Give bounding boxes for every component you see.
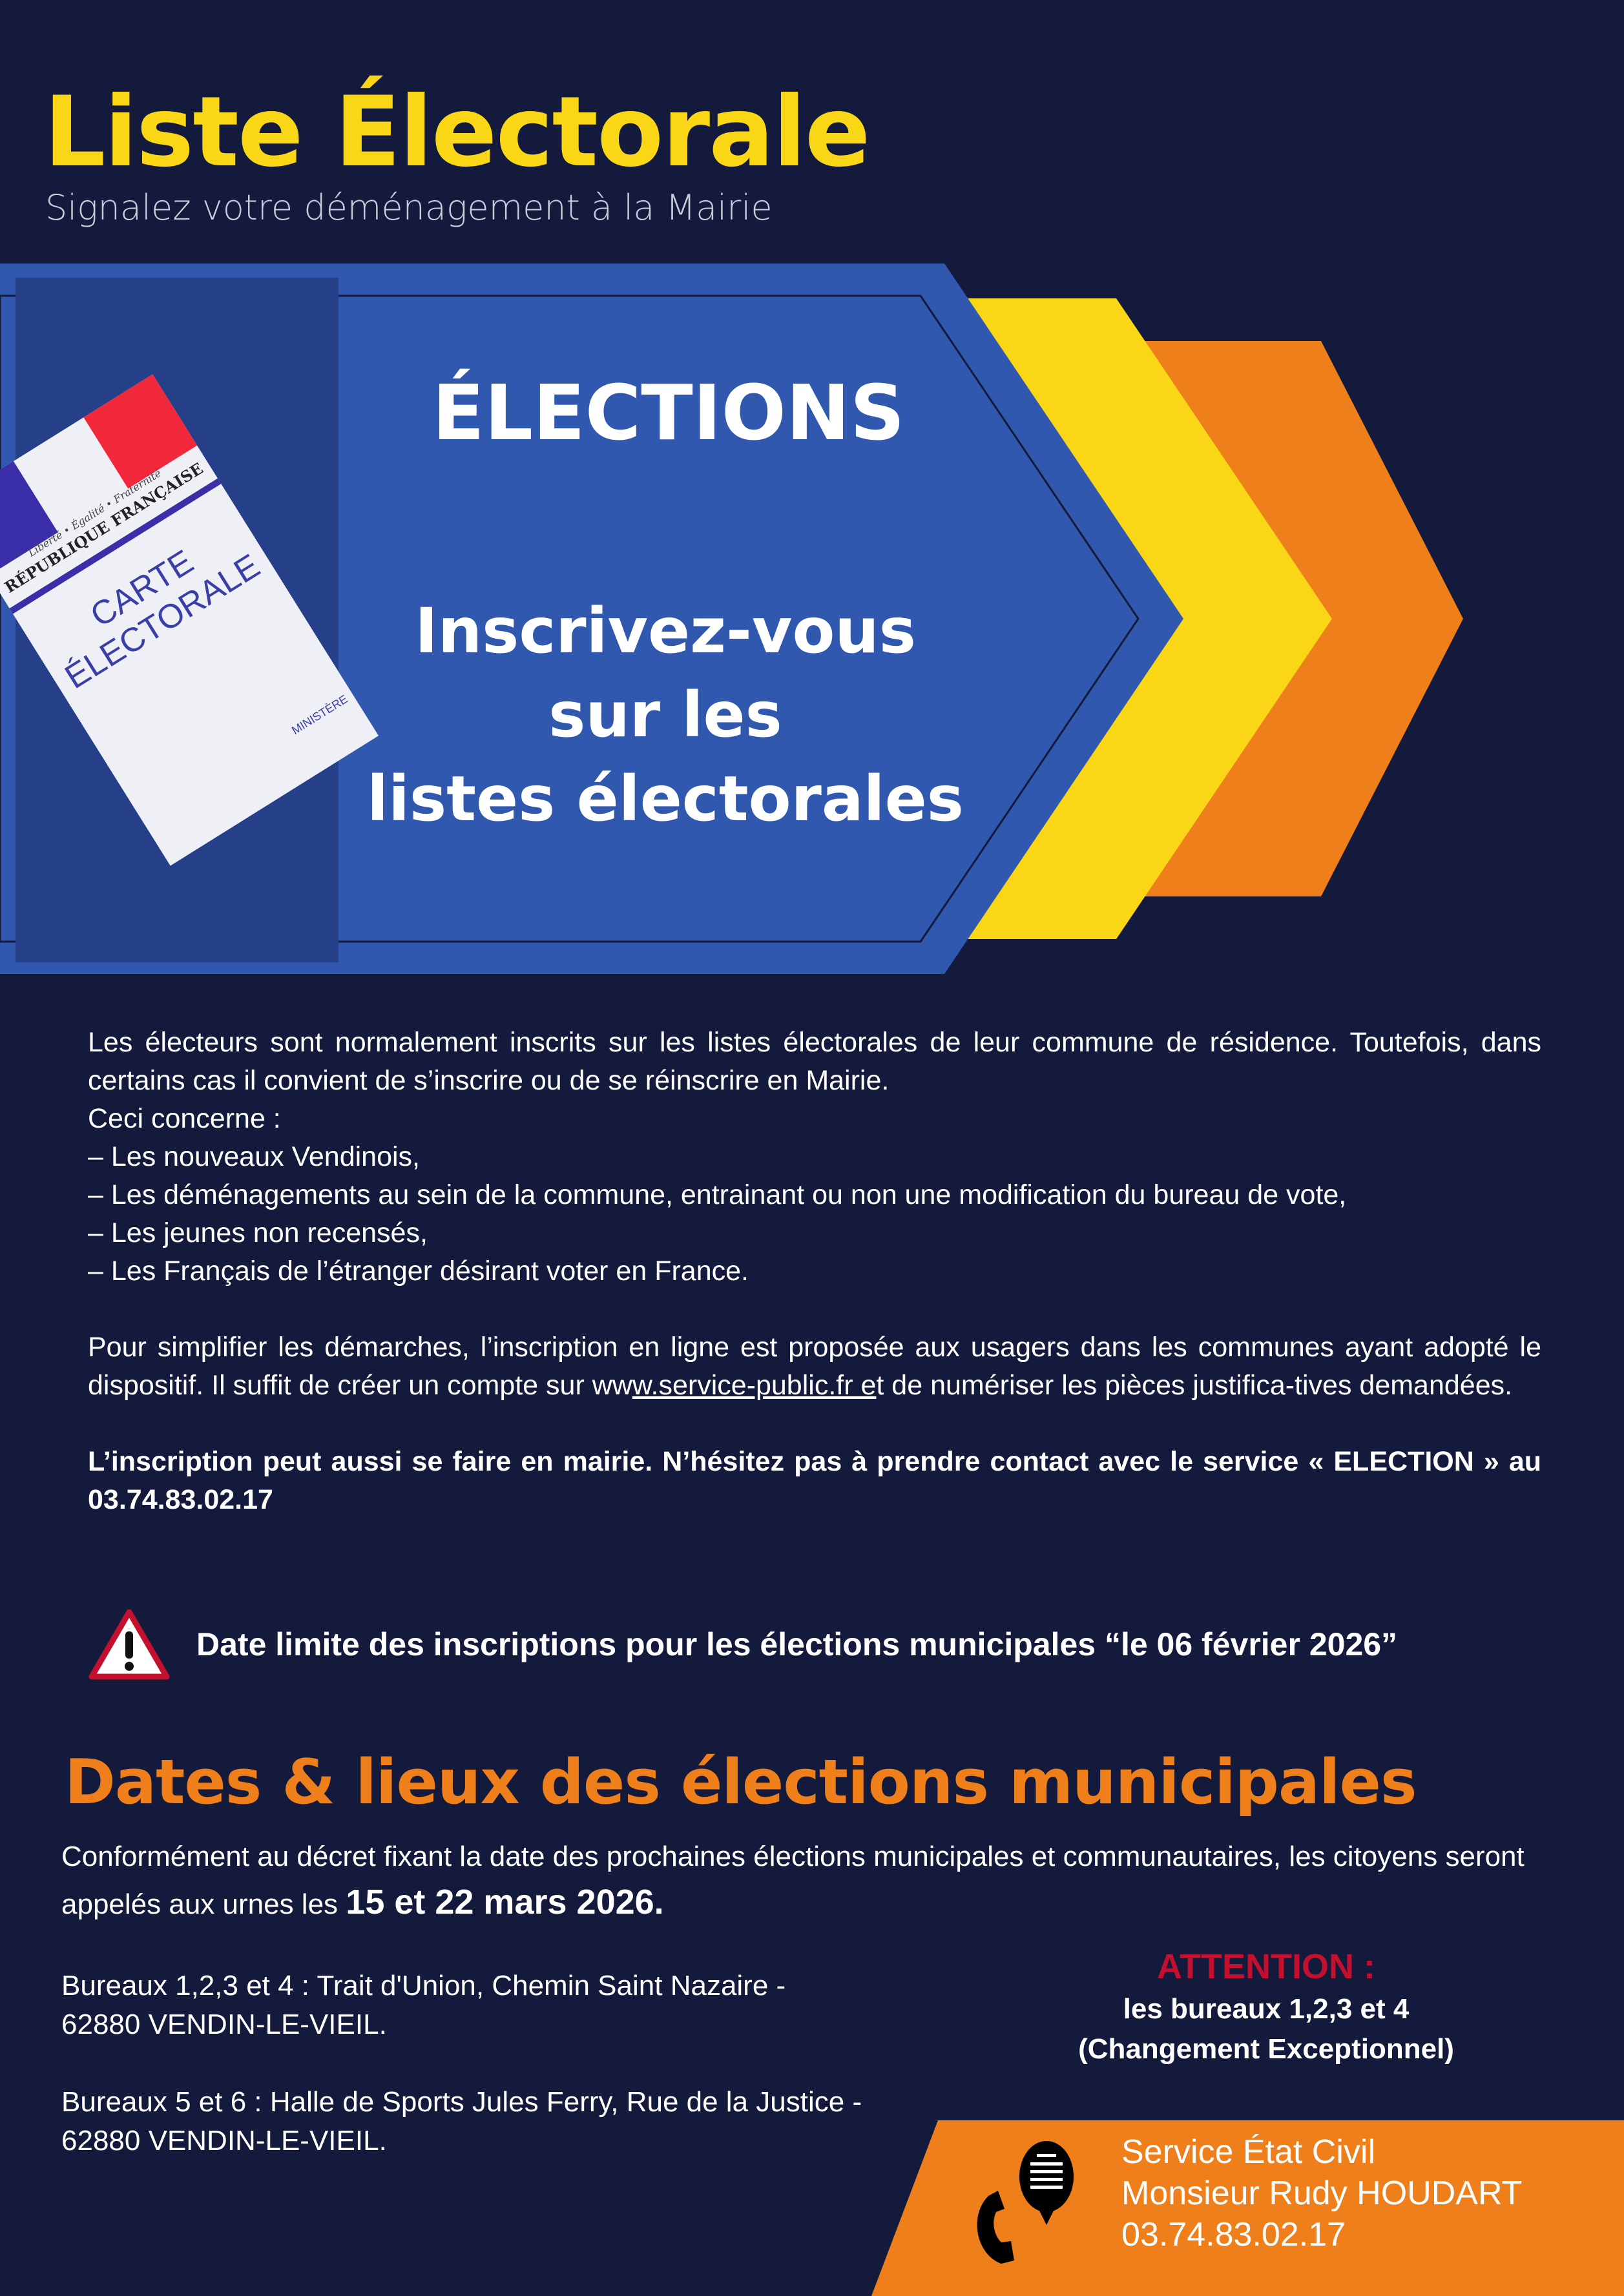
list-item: – Les jeunes non recensés, xyxy=(88,1217,428,1248)
list-item: – Les déménagements au sein de la commun… xyxy=(88,1179,1347,1210)
concerns-label: Ceci concerne : xyxy=(88,1103,281,1134)
list-item: – Les nouveaux Vendinois, xyxy=(88,1141,421,1172)
attention-title: ATTENTION : xyxy=(1157,1947,1375,1986)
contact-info: Service État Civil Monsieur Rudy HOUDART… xyxy=(1121,2131,1522,2255)
station-city: 62880 VENDIN-LE-VIEIL. xyxy=(61,2009,387,2040)
page-subtitle: Signalez votre déménagement à la Mairie xyxy=(45,187,773,228)
contact-service: Service État Civil xyxy=(1121,2133,1375,2171)
phone-chat-icon xyxy=(977,2141,1074,2264)
attention-line-1: les bureaux 1,2,3 et 4 xyxy=(1123,1993,1410,2025)
elections-banner: RÉPUBLIQUE FRANÇAISE Liberté • Égalité •… xyxy=(0,264,1463,974)
deadline-warning: Date limite des inscriptions pour les él… xyxy=(88,1608,1397,1681)
attention-notice: ATTENTION : les bureaux 1,2,3 et 4 (Chan… xyxy=(1008,1944,1525,2069)
online-paragraph: Pour simplifier les démarches, l’inscrip… xyxy=(88,1329,1541,1405)
contact-name: Monsieur Rudy HOUDART xyxy=(1121,2175,1523,2212)
polling-stations: Bureaux 1,2,3 et 4 : Trait d'Union, Chem… xyxy=(61,1967,862,2199)
banner-line-2: sur les xyxy=(548,679,782,751)
intro-paragraph: Les électeurs sont normalement inscrits … xyxy=(88,1027,1541,1096)
warning-triangle-icon xyxy=(88,1609,170,1680)
banner-line-3: listes électorales xyxy=(367,763,964,835)
page-title: Liste Électorale xyxy=(44,76,871,189)
station-address: Bureaux 1,2,3 et 4 : Trait d'Union, Chem… xyxy=(61,1970,786,2001)
banner-heading: ÉLECTIONS xyxy=(432,368,904,457)
service-public-link[interactable]: w.service-public.fr e xyxy=(632,1370,877,1401)
elections-intro: Conformément au décret fixant la date de… xyxy=(61,1834,1547,1927)
attention-line-2: (Changement Exceptionnel) xyxy=(1078,2033,1454,2065)
online-text-before: Pour simplifier les démarches, l’inscrip… xyxy=(88,1332,1541,1401)
info-text: Les électeurs sont normalement inscrits … xyxy=(88,1024,1541,1519)
banner-outline xyxy=(0,295,1140,943)
contact-phone[interactable]: 03.74.83.02.17 xyxy=(1121,2216,1346,2253)
list-item: – Les Français de l’étranger désirant vo… xyxy=(88,1256,749,1287)
elections-intro-text: Conformément au décret fixant la date de… xyxy=(61,1841,1525,1920)
station-address: Bureaux 5 et 6 : Halle de Sports Jules F… xyxy=(61,2086,862,2118)
station-city: 62880 VENDIN-LE-VIEIL. xyxy=(61,2125,387,2156)
mairie-paragraph: L’inscription peut aussi se faire en mai… xyxy=(88,1446,1541,1515)
deadline-text: Date limite des inscriptions pour les él… xyxy=(196,1626,1398,1662)
polling-station: Bureaux 5 et 6 : Halle de Sports Jules F… xyxy=(61,2083,862,2160)
polling-station: Bureaux 1,2,3 et 4 : Trait d'Union, Chem… xyxy=(61,1967,862,2044)
elections-heading: Dates & lieux des élections municipales xyxy=(65,1747,1417,1818)
banner-line-1: Inscrivez-vous xyxy=(415,595,916,667)
election-dates: 15 et 22 mars 2026. xyxy=(346,1883,664,1921)
yellow-chevron xyxy=(963,298,1332,939)
online-text-after: t de numériser les pièces justifica-tive… xyxy=(876,1370,1513,1401)
voter-card-image: RÉPUBLIQUE FRANÇAISE Liberté • Égalité •… xyxy=(0,374,379,866)
